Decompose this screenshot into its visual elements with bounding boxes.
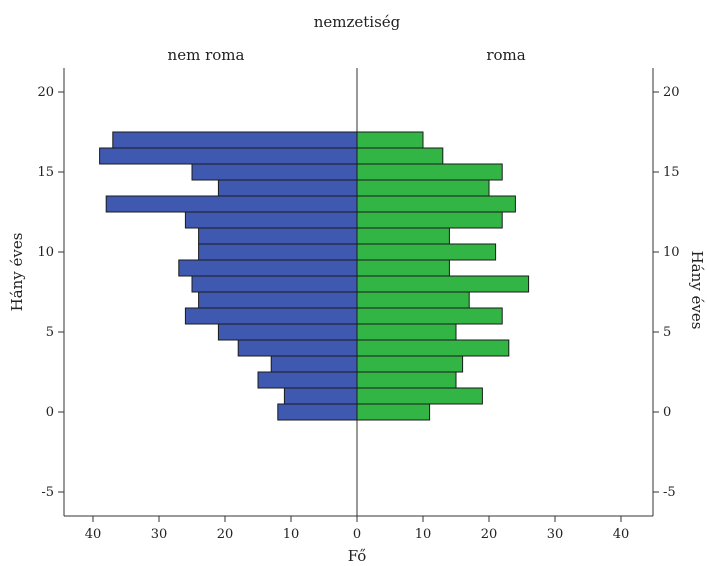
x-tick-label: 20 [217,527,234,542]
bar-nem-roma [198,227,358,245]
bar-roma [356,147,444,165]
bar-nem-roma [283,387,358,405]
bar-nem-roma [105,195,358,213]
y-tick-label-right: -5 [663,485,676,500]
bar-roma [356,211,503,229]
x-tick-label: 30 [547,527,564,542]
bar-nem-roma [112,131,358,149]
y-tick-label-right: 20 [663,85,680,100]
bar-roma [356,163,503,181]
x-tick-label: 10 [283,527,300,542]
ticks-group: 20 20 15 15 10 10 5 5 0 0 -5 -5 40 40 30 30 20 20 10 10 0 [37,85,679,542]
bar-nem-roma [184,211,358,229]
y-tick-label-left: -5 [41,485,54,500]
y-tick-label-right: 0 [663,405,671,420]
y-axis-label-left: Hány éves [8,233,26,312]
left-panel-label: nem roma [168,46,245,64]
bar-roma [356,355,464,373]
x-tick-label: 10 [415,527,432,542]
bar-nem-roma [198,243,358,261]
y-tick-label-left: 10 [37,245,54,260]
right-panel-label: roma [486,46,525,64]
bar-nem-roma [198,291,358,309]
x-tick-label: 20 [481,527,498,542]
bar-nem-roma [191,163,358,181]
bar-nem-roma [270,355,358,373]
bar-roma [356,291,470,309]
bars-group [99,131,530,421]
bar-roma [356,275,530,293]
bar-roma [356,403,431,421]
bar-roma [356,227,450,245]
y-tick-label-left: 15 [37,165,54,180]
bar-roma [356,387,483,405]
x-tick-label: 30 [151,527,168,542]
y-tick-label-right: 5 [663,325,671,340]
y-tick-label-right: 15 [663,165,680,180]
bar-roma [356,179,490,197]
x-axis-label: Fő [348,547,367,565]
bar-roma [356,243,497,261]
y-axis-label-right: Hány éves [688,251,706,330]
bar-roma [356,323,457,341]
y-tick-label-left: 0 [46,405,54,420]
x-tick-label: 40 [613,527,630,542]
bar-nem-roma [178,259,358,277]
y-tick-label-left: 5 [46,325,54,340]
bar-nem-roma [237,339,358,357]
bar-nem-roma [257,371,358,389]
bar-roma [356,259,450,277]
y-tick-label-right: 10 [663,245,680,260]
bar-roma [356,131,424,149]
bar-nem-roma [217,323,358,341]
bar-nem-roma [217,179,358,197]
y-tick-label-left: 20 [37,85,54,100]
bar-roma [356,195,516,213]
bar-nem-roma [184,307,358,325]
bar-nem-roma [99,147,358,165]
bar-roma [356,339,510,357]
x-tick-label: 0 [353,527,361,542]
bar-nem-roma [277,403,358,421]
chart-title: nemzetiség [314,13,401,31]
bar-roma [356,371,457,389]
x-tick-label: 40 [85,527,102,542]
bar-roma [356,307,503,325]
bar-nem-roma [191,275,358,293]
